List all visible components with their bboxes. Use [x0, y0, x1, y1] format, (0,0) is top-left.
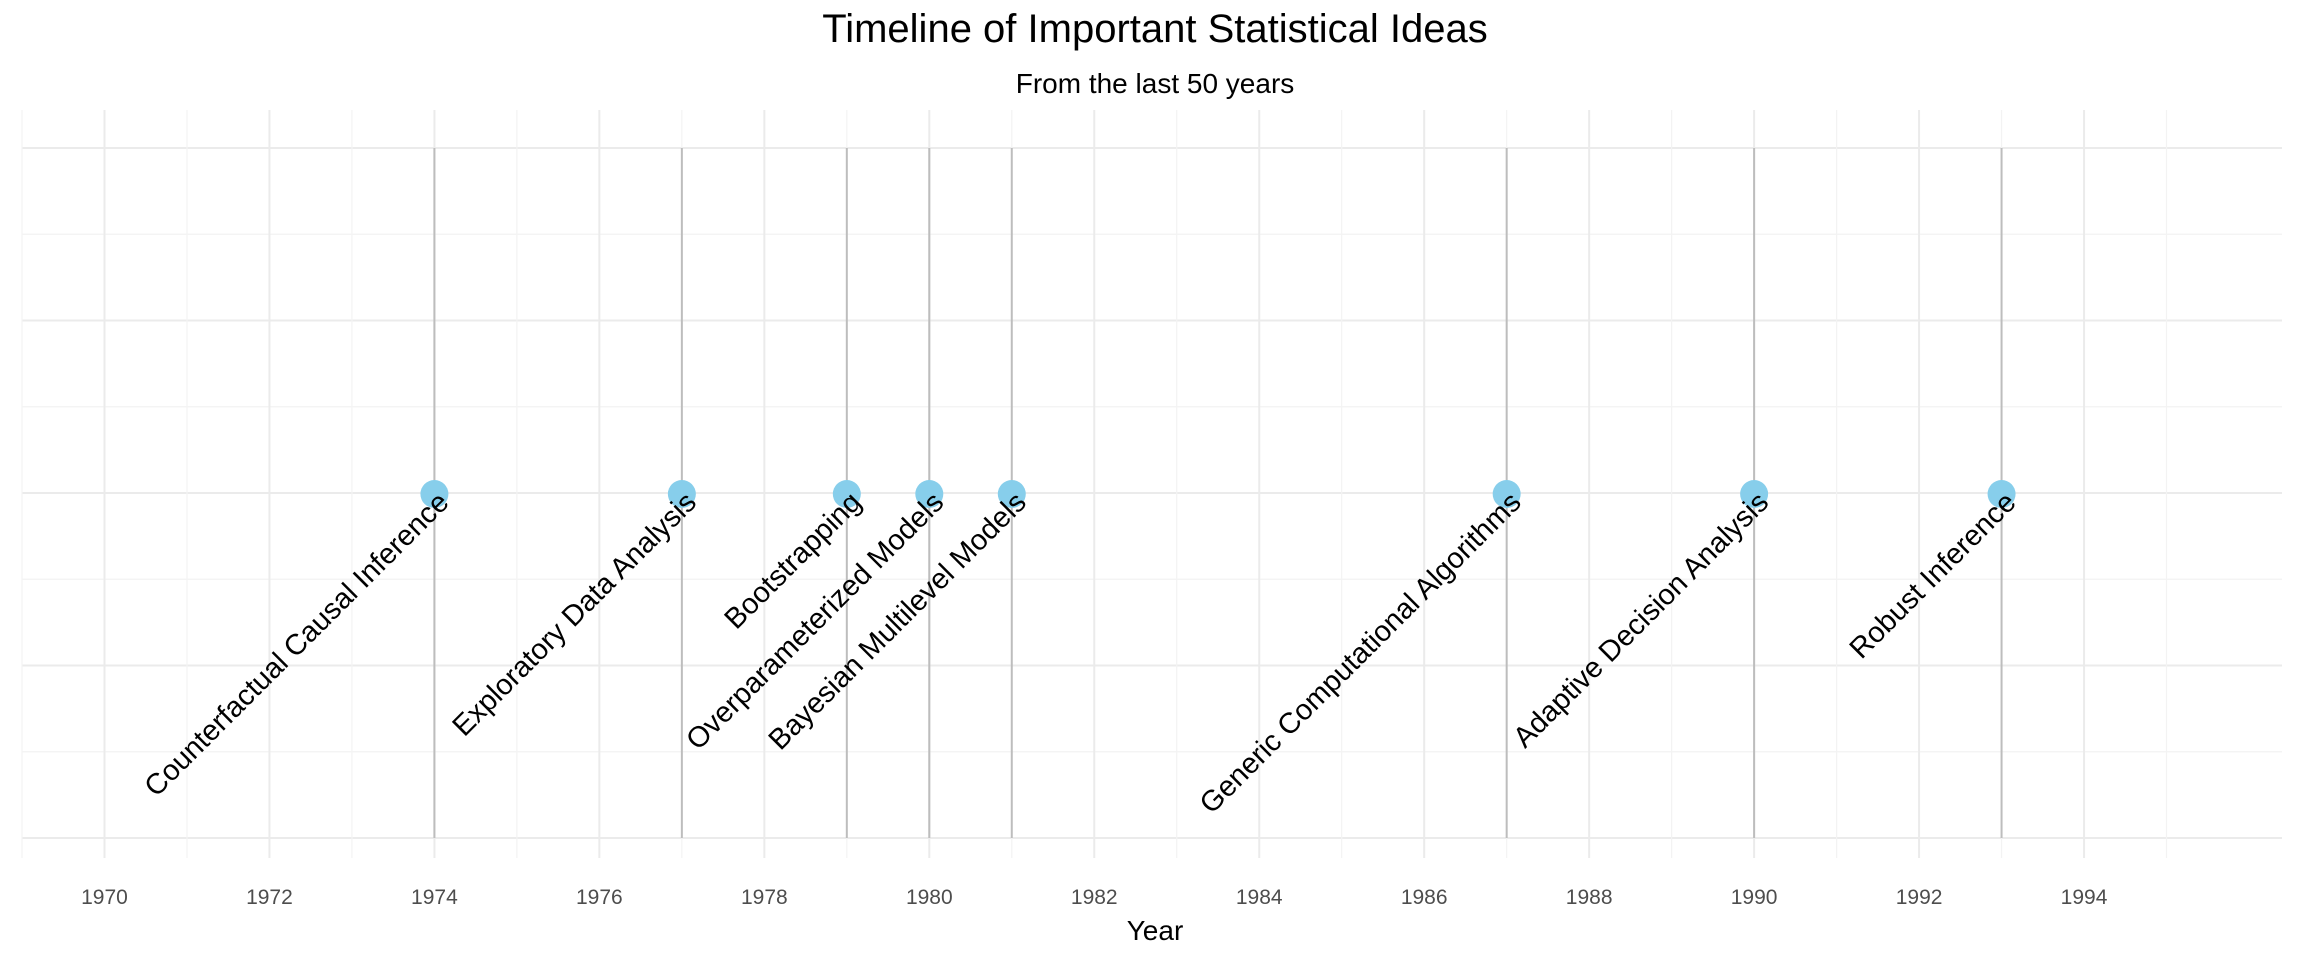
label-layer: Counterfactual Causal InferenceExplorato… — [139, 486, 2023, 820]
event-label: Generic Computational Algorithms — [1194, 486, 1528, 820]
event-marker — [915, 480, 944, 508]
event-marker — [832, 480, 861, 508]
marker-layer — [420, 480, 2016, 508]
event-marker — [1492, 480, 1521, 508]
x-axis: 1970 1972 1974 1976 1978 1980 1982 1984 1986 1988… — [81, 886, 2108, 909]
x-tick-label: 1976 — [576, 886, 623, 909]
event-label: Adaptive Decision Analysis — [1507, 486, 1775, 754]
x-tick-label: 1972 — [246, 886, 293, 909]
grid-layer — [21, 110, 2282, 858]
event-label: Counterfactual Causal Inference — [139, 486, 456, 803]
x-tick-label: 1988 — [1566, 886, 1613, 909]
chart-subtitle: From the last 50 years — [1016, 68, 1295, 99]
event-marker — [997, 480, 1026, 508]
event-marker — [1740, 480, 1769, 508]
x-tick-label: 1984 — [1236, 886, 1283, 909]
x-tick-label: 1970 — [81, 886, 128, 909]
x-tick-label: 1994 — [2061, 886, 2108, 909]
x-tick-label: 1980 — [906, 886, 953, 909]
event-label: Exploratory Data Analysis — [447, 486, 703, 742]
chart-title: Timeline of Important Statistical Ideas — [822, 7, 1487, 51]
event-marker — [667, 480, 696, 508]
x-tick-label: 1986 — [1401, 886, 1448, 909]
x-tick-label: 1974 — [411, 886, 458, 909]
event-marker — [420, 480, 449, 508]
x-tick-label: 1978 — [741, 886, 788, 909]
event-label: Robust Inference — [1844, 486, 2023, 665]
x-tick-label: 1992 — [1896, 886, 1943, 909]
x-axis-title: Year — [1127, 915, 1184, 946]
x-tick-label: 1982 — [1071, 886, 1118, 909]
x-tick-label: 1990 — [1731, 886, 1778, 909]
event-marker — [1987, 480, 2016, 508]
